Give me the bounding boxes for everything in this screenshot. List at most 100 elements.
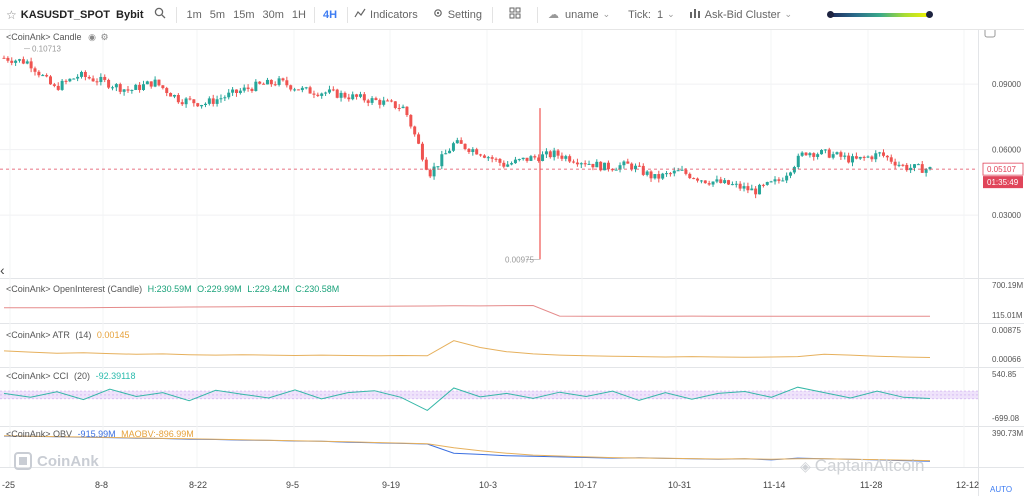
candle-body bbox=[471, 149, 475, 152]
collapse-arrow: ‹ bbox=[0, 262, 5, 278]
candle-body bbox=[769, 181, 773, 183]
setting-button[interactable]: Setting bbox=[432, 7, 482, 22]
candle-body bbox=[440, 154, 444, 167]
candle-body bbox=[498, 158, 502, 163]
candle-body bbox=[688, 173, 692, 179]
slider-handle-left[interactable] bbox=[826, 10, 834, 18]
candle-body bbox=[897, 164, 901, 166]
candle-body bbox=[653, 174, 657, 179]
candle-body bbox=[591, 163, 595, 168]
divider bbox=[491, 6, 493, 23]
search-icon[interactable] bbox=[154, 7, 166, 22]
candle-body bbox=[254, 81, 258, 91]
candle-body bbox=[734, 183, 738, 185]
candle-body bbox=[296, 89, 300, 91]
candle-body bbox=[21, 59, 25, 64]
candle-body bbox=[901, 164, 905, 166]
candle-body bbox=[382, 100, 386, 105]
symbol-name[interactable]: KASUSDT_SPOT bbox=[20, 8, 111, 21]
low-marker-label: 0.00975 bbox=[505, 255, 534, 264]
cluster-selector[interactable]: Ask-Bid Cluster ⌄ bbox=[689, 7, 792, 22]
candle-body bbox=[161, 85, 165, 89]
candle-body bbox=[389, 100, 393, 102]
candle-body bbox=[409, 115, 413, 127]
indicators-button[interactable]: Indicators bbox=[354, 7, 418, 22]
timeframe-4h[interactable]: 4H bbox=[322, 8, 338, 21]
user-menu[interactable]: ☁ uname ⌄ bbox=[548, 8, 610, 22]
candle-body bbox=[587, 163, 591, 165]
candle-body bbox=[878, 152, 882, 154]
favorite-star-icon[interactable]: ☆ bbox=[6, 7, 17, 22]
timeframe-5m[interactable]: 5m bbox=[209, 8, 226, 21]
countdown-label: 01:35:49 bbox=[987, 178, 1019, 187]
candle-body bbox=[110, 87, 114, 89]
candle-body bbox=[60, 80, 64, 90]
candle-body bbox=[630, 163, 634, 170]
slider-handle-right[interactable] bbox=[925, 10, 933, 18]
gear-icon[interactable]: ⚙ bbox=[100, 32, 109, 42]
candle-body bbox=[742, 186, 746, 189]
candle-body bbox=[184, 98, 188, 105]
layout-grid-icon[interactable] bbox=[509, 7, 521, 22]
timeframe-15m[interactable]: 15m bbox=[233, 8, 255, 21]
divider bbox=[536, 6, 538, 23]
candle-body bbox=[750, 188, 754, 191]
candle-body bbox=[242, 87, 246, 91]
candle-body bbox=[200, 104, 204, 107]
candle-legend: <CoinAnk> Candle ◉ ⚙ bbox=[6, 32, 109, 43]
candle-body bbox=[308, 87, 312, 94]
candle-body bbox=[827, 149, 831, 158]
candle-body bbox=[916, 164, 920, 166]
timeframe-30m[interactable]: 30m bbox=[262, 8, 284, 21]
candle-body bbox=[386, 100, 390, 102]
setting-label: Setting bbox=[447, 8, 482, 21]
obv-legend-label: <CoinAnk> OBV bbox=[6, 429, 73, 439]
candle-body bbox=[25, 61, 29, 64]
timeframe-1h[interactable]: 1H bbox=[291, 8, 306, 21]
exchange-name[interactable]: Bybit bbox=[116, 8, 144, 21]
candle-body bbox=[413, 126, 417, 135]
obv-ma-value: MAOBV:-896.99M bbox=[121, 429, 194, 439]
captainaltcoin-watermark: ◈ CaptainAltcoin bbox=[800, 456, 924, 476]
candle-body bbox=[668, 173, 672, 175]
candle-body bbox=[56, 85, 60, 90]
candle-body bbox=[882, 152, 886, 156]
candle-body bbox=[145, 81, 149, 85]
candle-body bbox=[486, 157, 490, 159]
candle-body bbox=[905, 164, 909, 171]
candle-body bbox=[281, 78, 285, 81]
indicators-label: Indicators bbox=[370, 8, 418, 21]
candle-body bbox=[6, 57, 10, 61]
tick-selector[interactable]: Tick: 1 ⌄ bbox=[628, 9, 674, 21]
candle-body bbox=[521, 157, 525, 160]
candle-body bbox=[448, 150, 452, 154]
candle-body bbox=[723, 180, 727, 184]
candle-body bbox=[420, 143, 424, 160]
eye-icon[interactable]: ◉ bbox=[88, 32, 96, 42]
candle-body bbox=[924, 169, 928, 173]
x-tick-label: 11-14 bbox=[763, 480, 785, 490]
tick-value: 1 bbox=[656, 8, 664, 21]
cci-period: (20) bbox=[74, 371, 91, 381]
candle-body bbox=[33, 68, 37, 72]
candle-body bbox=[928, 167, 932, 170]
candle-body bbox=[482, 155, 486, 158]
divider bbox=[313, 6, 315, 23]
candle-body bbox=[327, 89, 331, 93]
chart-canvas[interactable]: 0.09000 0.06000 0.03000 -25 8-8 8-22 9-5 9-19 10… bbox=[0, 27, 1024, 496]
candle-body bbox=[606, 162, 610, 170]
candle-body bbox=[684, 169, 688, 174]
candle-body bbox=[397, 107, 401, 109]
candle-body bbox=[548, 151, 552, 158]
chart-area[interactable]: 0.09000 0.06000 0.03000 -25 8-8 8-22 9-5 9-19 10… bbox=[0, 27, 1024, 496]
gear-icon bbox=[432, 7, 444, 22]
watermark-text: CaptainAltcoin bbox=[814, 456, 925, 475]
heatmap-color-slider[interactable] bbox=[826, 10, 933, 19]
candle-body bbox=[48, 76, 52, 85]
timeframe-1m[interactable]: 1m bbox=[186, 8, 202, 21]
x-tick-label: 10-17 bbox=[574, 480, 597, 490]
oi-series-line-0 bbox=[3, 304, 930, 317]
candle-body bbox=[355, 94, 359, 97]
candle-body bbox=[699, 180, 703, 182]
candle-body bbox=[339, 92, 343, 98]
